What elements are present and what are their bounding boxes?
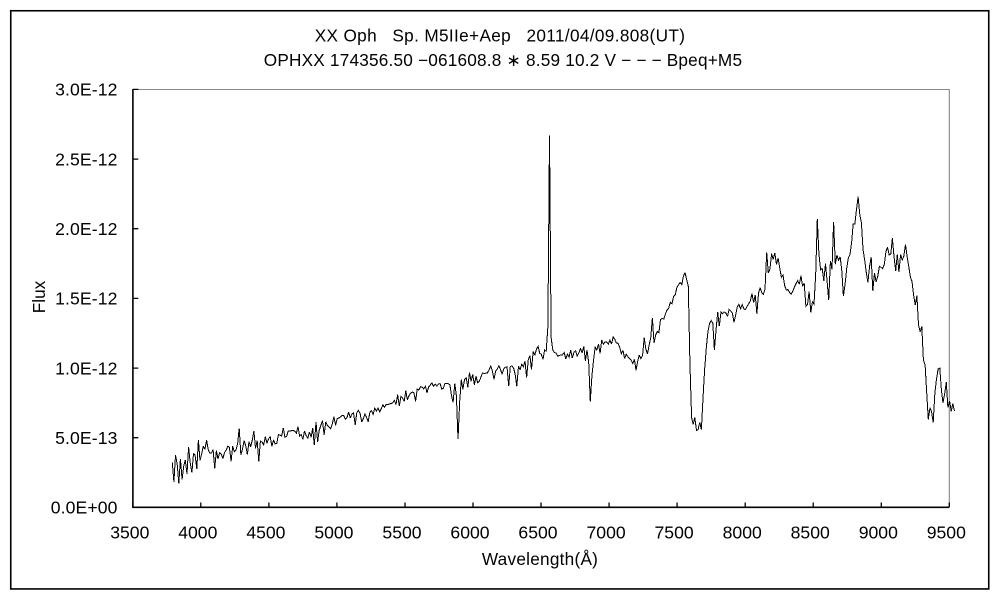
svg-text:3500: 3500: [110, 523, 149, 543]
svg-text:0.0E+00: 0.0E+00: [51, 498, 118, 518]
svg-text:4000: 4000: [178, 523, 217, 543]
svg-text:2.0E-12: 2.0E-12: [55, 219, 117, 239]
svg-text:XX Oph Sp. M5IIe+Aep 2011/: XX Oph Sp. M5IIe+Aep 2011/04/09.808(UT): [315, 26, 686, 46]
svg-text:8000: 8000: [723, 523, 762, 543]
svg-text:Wavelength(Å): Wavelength(Å): [482, 549, 598, 569]
svg-text:OPHXX 174356.50 −061608.8 ∗ 8.: OPHXX 174356.50 −061608.8 ∗ 8.59 10.2 V …: [264, 50, 742, 70]
svg-text:5000: 5000: [314, 523, 353, 543]
svg-text:3.0E-12: 3.0E-12: [55, 80, 117, 100]
svg-text:2.5E-12: 2.5E-12: [55, 149, 117, 169]
svg-text:1.0E-12: 1.0E-12: [55, 358, 117, 378]
svg-text:5.0E-13: 5.0E-13: [55, 428, 117, 448]
svg-text:5500: 5500: [382, 523, 421, 543]
svg-text:7000: 7000: [587, 523, 626, 543]
svg-text:Flux: Flux: [29, 280, 49, 313]
svg-text:6000: 6000: [450, 523, 489, 543]
svg-text:8500: 8500: [791, 523, 830, 543]
svg-text:9000: 9000: [859, 523, 898, 543]
svg-text:9500: 9500: [927, 523, 966, 543]
svg-text:1.5E-12: 1.5E-12: [55, 289, 117, 309]
svg-text:4500: 4500: [246, 523, 285, 543]
svg-text:7500: 7500: [655, 523, 694, 543]
svg-text:6500: 6500: [518, 523, 557, 543]
